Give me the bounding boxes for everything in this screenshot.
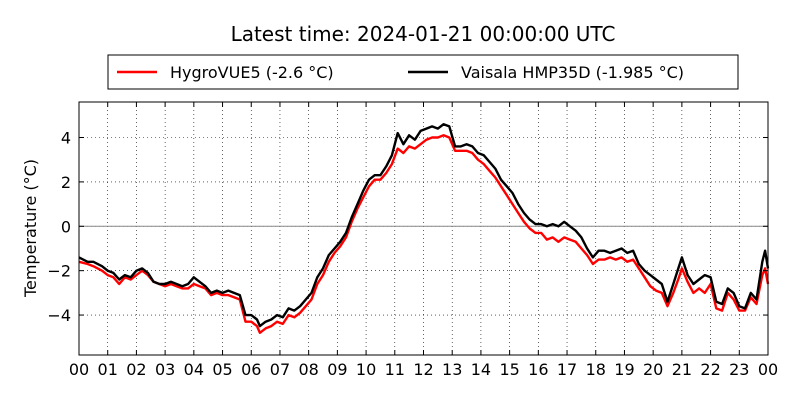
x-tick-label: 13 [442, 360, 462, 379]
x-tick-label: 22 [700, 360, 720, 379]
x-tick-label: 21 [672, 360, 692, 379]
x-tick-label: 05 [212, 360, 232, 379]
x-tick-label: 12 [413, 360, 433, 379]
series [78, 123, 770, 334]
y-tick-label: 4 [61, 129, 71, 148]
series-line-hygrovue [78, 134, 770, 334]
x-tick-label: 02 [126, 360, 146, 379]
x-tick-label: 10 [356, 360, 376, 379]
x-tick-label: 00 [758, 360, 778, 379]
legend-label-vaisala: Vaisala HMP35D (-1.985 °C) [461, 63, 684, 82]
x-tick-label: 20 [643, 360, 663, 379]
chart-title: Latest time: 2024-01-21 00:00:00 UTC [231, 22, 616, 46]
y-axis-label: Temperature (°C) [21, 159, 40, 298]
x-tick-label: 08 [298, 360, 318, 379]
x-tick-label: 07 [270, 360, 290, 379]
x-tick-label: 16 [528, 360, 548, 379]
x-tick-label: 14 [471, 360, 491, 379]
x-tick-label: 19 [614, 360, 634, 379]
legend-label-hygrovue: HygroVUE5 (-2.6 °C) [170, 63, 334, 82]
x-tick-label: 09 [327, 360, 347, 379]
x-tick-label: 11 [385, 360, 405, 379]
x-tick-label: 15 [499, 360, 519, 379]
plot-frame [78, 101, 769, 356]
x-tick-label: 00 [69, 360, 89, 379]
x-tick-label: 17 [557, 360, 577, 379]
series-line-vaisala [78, 123, 770, 328]
y-tick-label: 0 [61, 217, 71, 236]
x-tick-label: 04 [184, 360, 204, 379]
y-tick-label: 2 [61, 173, 71, 192]
y-tick-label: −4 [47, 306, 71, 325]
x-tick-label: 23 [729, 360, 749, 379]
x-tick-label: 03 [155, 360, 175, 379]
x-tick-label: 18 [586, 360, 606, 379]
x-tick-label: 06 [241, 360, 261, 379]
grid [79, 102, 768, 355]
ticks: 00 01 02 03 04 05 06 07 08 09 10 11 12 13 14 15 16 17 18 19… [47, 102, 778, 379]
x-tick-label: 01 [98, 360, 118, 379]
y-tick-label: −2 [47, 262, 71, 281]
legend: HygroVUE5 (-2.6 °C) Vaisala HMP35D (-1.9… [107, 54, 739, 90]
